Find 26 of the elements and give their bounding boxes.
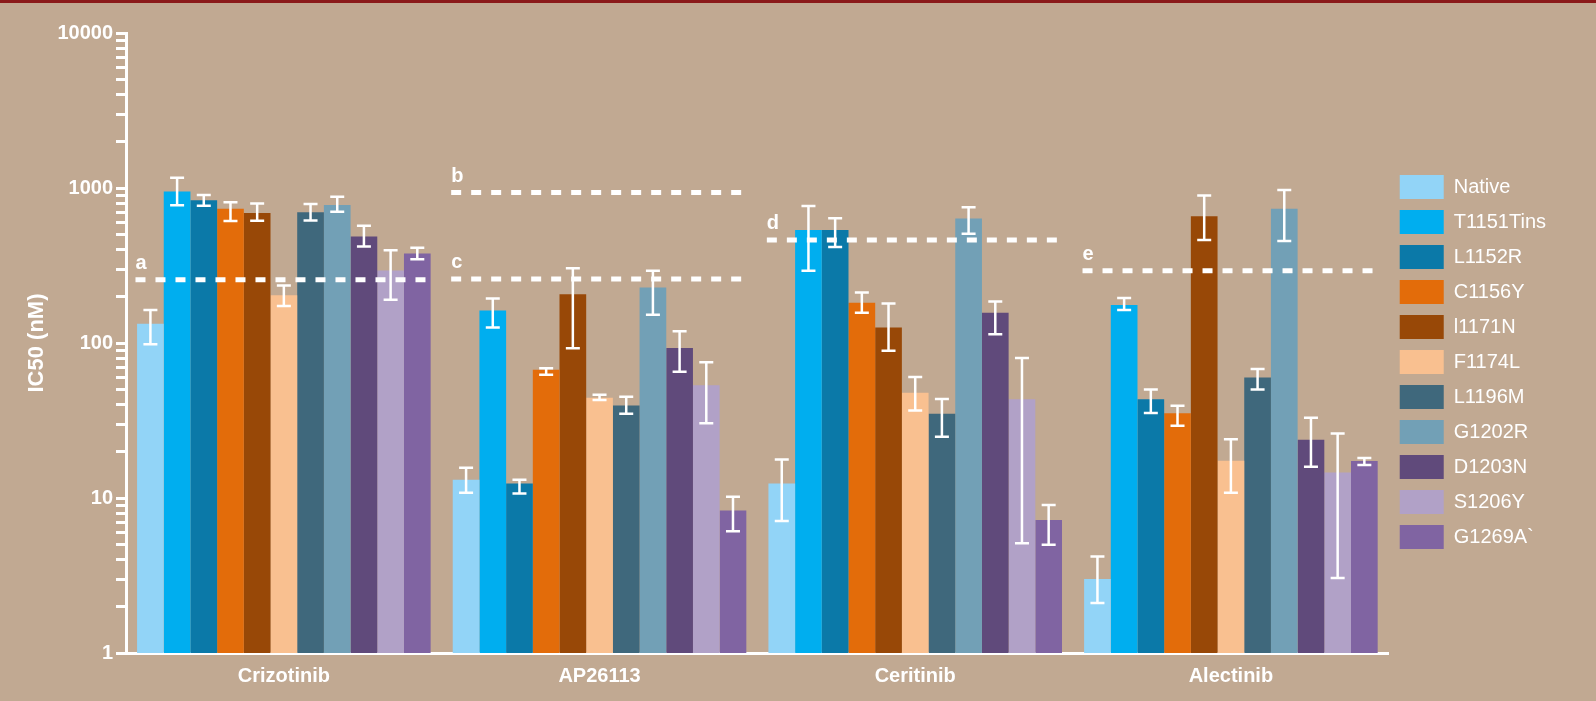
x-tick-label: AP26113 [558, 663, 641, 686]
legend-label: D1203N [1453, 454, 1528, 477]
y-tick-label: 100 [79, 330, 114, 353]
y-axis-title: IC50 (nM) [23, 293, 49, 393]
ref-line-label: b [451, 164, 464, 187]
x-tick-label: Crizotinib [237, 663, 330, 686]
legend-label: T1151Tins [1453, 209, 1546, 232]
ref-line-label: a [135, 251, 148, 274]
legend-label: L1152R [1453, 244, 1523, 267]
y-tick-label: 10 [90, 485, 114, 508]
legend-label: G1269A` [1453, 524, 1534, 547]
ref-line-label: e [1082, 242, 1094, 265]
y-tick-label: 1 [101, 640, 114, 663]
legend-label: l1171N [1453, 314, 1516, 337]
x-tick-label: Alectinib [1188, 663, 1274, 686]
ref-line-label: c [451, 250, 463, 273]
legend-label: Native [1453, 174, 1511, 197]
legend-label: G1202R [1453, 419, 1529, 442]
legend-label: L1196M [1453, 384, 1525, 407]
y-tick-label: 10000 [57, 20, 114, 43]
legend-label: S1206Y [1453, 489, 1525, 512]
y-tick-label: 1000 [68, 175, 114, 198]
x-tick-label: Ceritinib [874, 663, 956, 686]
legend-label: F1174L [1453, 349, 1521, 372]
legend-label: C1156Y [1453, 279, 1525, 302]
ref-line-label: d [766, 211, 780, 234]
